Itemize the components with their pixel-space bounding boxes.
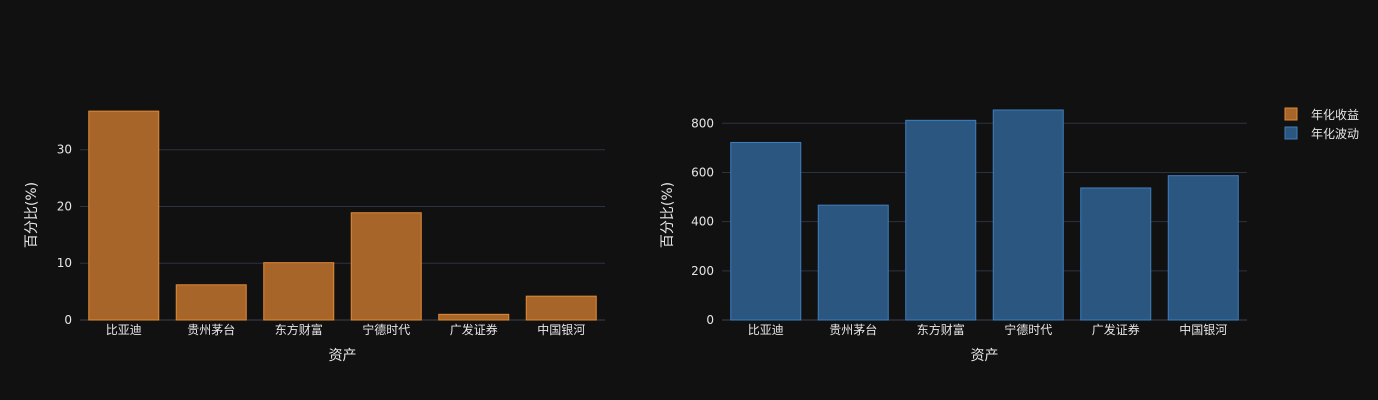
y-axis-title-1: 百分比(%) — [660, 182, 676, 248]
y-tick-label-0-0: 0 — [64, 313, 72, 327]
bar-0-0[interactable] — [88, 110, 160, 321]
bar-0-2[interactable] — [263, 262, 335, 321]
bar-1-1[interactable] — [817, 204, 889, 321]
bar-0-3[interactable] — [350, 212, 422, 321]
bar-1-2[interactable] — [905, 119, 977, 321]
legend-label-0[interactable]: 年化收益 — [1311, 108, 1359, 122]
y-tick-label-1-0: 0 — [706, 313, 714, 327]
y-tick-label-1-1: 200 — [691, 264, 714, 278]
x-axis-title-0: 资产 — [329, 348, 357, 364]
bar-1-0[interactable] — [730, 141, 802, 321]
y-tick-label-0-3: 30 — [57, 143, 72, 157]
bar-0-1[interactable] — [175, 284, 247, 321]
legend-label-1[interactable]: 年化波动 — [1311, 127, 1359, 141]
x-tick-label-1-3: 宁德时代 — [1004, 322, 1052, 337]
bar-1-5[interactable] — [1167, 175, 1239, 321]
x-tick-label-1-5: 中国银河 — [1179, 322, 1227, 337]
bar-0-5[interactable] — [525, 295, 597, 321]
x-tick-label-1-4: 广发证券 — [1092, 322, 1140, 337]
legend-swatch-0[interactable] — [1284, 107, 1298, 121]
x-tick-label-0-1: 贵州茅台 — [187, 322, 235, 337]
bar-1-3[interactable] — [992, 109, 1064, 321]
y-tick-label-1-4: 800 — [691, 116, 714, 130]
bar-1-4[interactable] — [1080, 187, 1152, 321]
x-tick-label-0-0: 比亚迪 — [106, 323, 142, 337]
x-tick-label-0-3: 宁德时代 — [362, 322, 410, 337]
legend-swatch-1[interactable] — [1284, 126, 1298, 140]
x-tick-label-0-4: 广发证券 — [450, 322, 498, 337]
y-tick-label-0-2: 20 — [57, 199, 72, 213]
bar-0-4[interactable] — [438, 313, 510, 321]
x-tick-label-1-1: 贵州茅台 — [829, 322, 877, 337]
x-tick-label-1-2: 东方财富 — [917, 322, 965, 337]
x-axis-title-1: 资产 — [971, 348, 999, 364]
x-tick-label-0-2: 东方财富 — [275, 322, 323, 337]
y-tick-label-1-2: 400 — [691, 215, 714, 229]
x-tick-label-0-5: 中国银河 — [537, 322, 585, 337]
x-tick-label-1-0: 比亚迪 — [748, 323, 784, 337]
y-tick-label-0-1: 10 — [57, 256, 72, 270]
y-axis-title-0: 百分比(%) — [24, 182, 40, 248]
y-tick-label-1-3: 600 — [691, 165, 714, 179]
